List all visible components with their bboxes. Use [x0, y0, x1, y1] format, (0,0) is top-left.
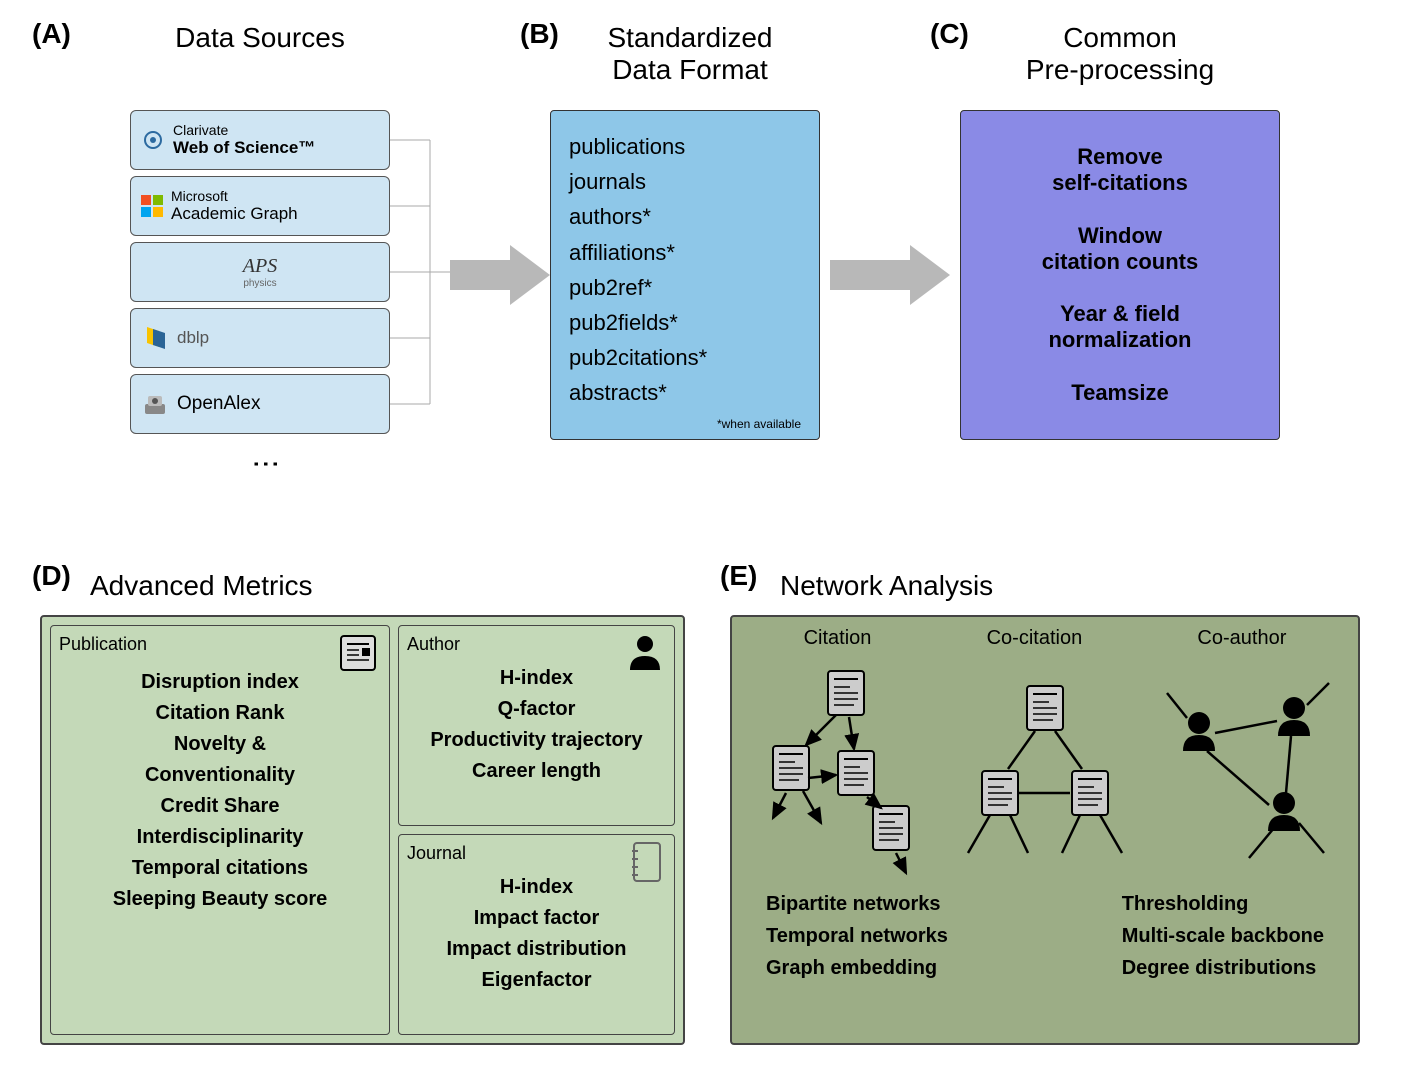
- pd-jrn-2: Impact distribution: [407, 934, 666, 965]
- newspaper-icon: [337, 632, 379, 674]
- pd-pub-1: Citation Rank: [59, 698, 381, 729]
- b-item-3: affiliations*: [569, 235, 801, 270]
- pd-pub-head: Publication: [59, 634, 381, 655]
- source-clarivate-line2: Web of Science™: [173, 138, 315, 158]
- panel-d-outer: Publication Disruption index Citation Ra…: [40, 615, 685, 1045]
- b-footnote: *when available: [569, 415, 801, 434]
- coauthor-network-icon: [1149, 663, 1339, 883]
- panel-a-title: Data Sources: [130, 22, 390, 54]
- pe-col-1: Co-citation: [987, 627, 1083, 650]
- pd-pub-4: Interdisciplinarity: [59, 822, 381, 853]
- source-openalex-line1: OpenAlex: [177, 393, 260, 415]
- source-openalex: OpenAlex: [130, 374, 390, 434]
- pd-pub-6: Sleeping Beauty score: [59, 884, 381, 915]
- cocitation-network-icon: [950, 663, 1140, 883]
- b-item-2: authors*: [569, 199, 801, 234]
- sources-ellipsis: ⋮: [250, 450, 283, 480]
- c-item-0: Remove self-citations: [971, 144, 1269, 196]
- person-icon: [626, 632, 664, 670]
- source-clarivate-line1: Clarivate: [173, 122, 315, 138]
- source-dblp-line1: dblp: [177, 328, 209, 348]
- b-item-7: abstracts*: [569, 375, 801, 410]
- panel-b-title: Standardized Data Format: [560, 22, 820, 86]
- microsoft-icon: [141, 195, 163, 217]
- panel-d-title: Advanced Metrics: [90, 570, 390, 602]
- panel-d-label: (D): [32, 560, 71, 592]
- source-microsoft: Microsoft Academic Graph: [130, 176, 390, 236]
- pe-bottom-right: Thresholding Multi-scale backbone Degree…: [1122, 888, 1324, 984]
- panel-e-box: Citation Co-citation Co-author: [730, 615, 1360, 1045]
- pd-auth-2: Productivity trajectory: [407, 725, 666, 756]
- data-sources-stack: Clarivate Web of Science™ Microsoft Acad…: [130, 110, 390, 440]
- source-aps: APSphysics: [130, 242, 390, 302]
- aps-icon: APSphysics: [225, 252, 295, 292]
- c-item-1: Window citation counts: [971, 223, 1269, 275]
- clarivate-icon: [141, 128, 165, 152]
- panel-e-label: (E): [720, 560, 757, 592]
- pd-pub-5: Temporal citations: [59, 853, 381, 884]
- panel-d-author: Author H-index Q-factor Productivity tra…: [398, 625, 675, 826]
- b-item-1: journals: [569, 164, 801, 199]
- panel-a-label: (A): [32, 18, 71, 50]
- svg-text:physics: physics: [243, 278, 276, 289]
- openalex-icon: [141, 390, 169, 418]
- pe-col-2: Co-author: [1197, 627, 1286, 650]
- b-item-5: pub2fields*: [569, 305, 801, 340]
- c-item-3: Teamsize: [971, 380, 1269, 406]
- citation-network-icon: [751, 663, 941, 883]
- c-item-2: Year & field normalization: [971, 301, 1269, 353]
- b-item-6: pub2citations*: [569, 340, 801, 375]
- pe-diagrams: [746, 658, 1344, 888]
- pd-auth-3: Career length: [407, 756, 666, 787]
- source-connector-lines: [390, 110, 450, 440]
- b-item-0: publications: [569, 129, 801, 164]
- panel-d-publication: Publication Disruption index Citation Ra…: [50, 625, 390, 1035]
- pe-bottom-left: Bipartite networks Temporal networks Gra…: [766, 888, 948, 984]
- source-clarivate: Clarivate Web of Science™: [130, 110, 390, 170]
- pd-auth-1: Q-factor: [407, 694, 666, 725]
- source-dblp: dblp: [130, 308, 390, 368]
- arrow-a-to-b: [450, 245, 550, 305]
- arrow-b-to-c: [830, 245, 950, 305]
- b-item-4: pub2ref*: [569, 270, 801, 305]
- panel-d-journal: Journal H-index Impact factor Impact dis…: [398, 834, 675, 1035]
- panel-c-title: Common Pre-processing: [960, 22, 1280, 86]
- panel-b-label: (B): [520, 18, 559, 50]
- notebook-icon: [628, 841, 664, 883]
- source-ms-line2: Academic Graph: [171, 204, 298, 224]
- svg-text:APS: APS: [241, 255, 277, 277]
- panel-e-title: Network Analysis: [780, 570, 1080, 602]
- pd-jrn-1: Impact factor: [407, 903, 666, 934]
- source-ms-line1: Microsoft: [171, 188, 298, 204]
- pe-col-0: Citation: [804, 627, 872, 650]
- dblp-icon: [141, 323, 171, 353]
- pd-pub-0: Disruption index: [59, 667, 381, 698]
- panel-c-box: Remove self-citations Window citation co…: [960, 110, 1280, 440]
- pd-pub-2: Novelty & Conventionality: [59, 729, 381, 791]
- panel-b-box: publications journals authors* affiliati…: [550, 110, 820, 440]
- pd-jrn-3: Eigenfactor: [407, 965, 666, 996]
- pd-pub-3: Credit Share: [59, 791, 381, 822]
